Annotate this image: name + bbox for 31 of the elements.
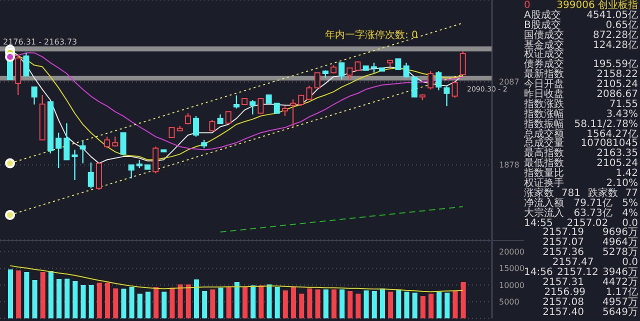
text: 净流入额 79.71亿 5% bbox=[524, 198, 638, 209]
band-label: 2176.31 - 2163.73 bbox=[3, 37, 78, 46]
text: 指数振幅 58.11/2.78% bbox=[524, 118, 638, 130]
text: 2157.36 5278万 bbox=[542, 247, 638, 258]
text: 2157.47 0.0 bbox=[552, 257, 638, 268]
y-tick-label: 20000 bbox=[499, 248, 524, 257]
annotation: 年内一字涨停次数: 0 bbox=[325, 28, 418, 42]
y-tick-label: 15000 bbox=[499, 264, 524, 274]
text: 2157.19 9696万 bbox=[542, 227, 638, 238]
y-tick-label: 1878 bbox=[499, 160, 520, 170]
text: 2156.99 1.17亿 bbox=[544, 286, 638, 298]
text: 今日开盘 2105.24 bbox=[524, 79, 638, 90]
text: 大宗流入 63.73亿 4% bbox=[524, 208, 638, 219]
text: 14:56 2157.12 3946万 bbox=[524, 267, 638, 278]
text: 2157.40 5649万 bbox=[542, 306, 638, 318]
y-tick-label: 5000 bbox=[499, 298, 520, 307]
text: 2157.08 4957万 bbox=[542, 296, 638, 308]
text: 指数涨幅 3.43% bbox=[524, 108, 638, 120]
text: 指数涨跌 71.55 bbox=[524, 98, 638, 110]
y-tick-label: 2087 bbox=[499, 78, 520, 87]
text: 14:55 2157.02 0.0 bbox=[524, 218, 638, 229]
text: 2157.31 4472万 bbox=[542, 276, 638, 288]
y-tick-label: 10000 bbox=[499, 280, 524, 290]
text: 0 399006 创业板指 bbox=[524, 0, 638, 11]
text: B股成交 0.65亿 bbox=[524, 20, 638, 31]
text: 总成交额 1564.27亿 bbox=[524, 128, 638, 140]
text: 涨家数 781 跌家数 77 bbox=[524, 188, 638, 199]
text: 国债成交 872.28亿 bbox=[524, 30, 638, 41]
text: 最新指数 2158.22 bbox=[524, 69, 638, 80]
text: 2157.07 4964万 bbox=[542, 237, 638, 248]
text: A股成交 4541.05亿 bbox=[524, 10, 638, 21]
